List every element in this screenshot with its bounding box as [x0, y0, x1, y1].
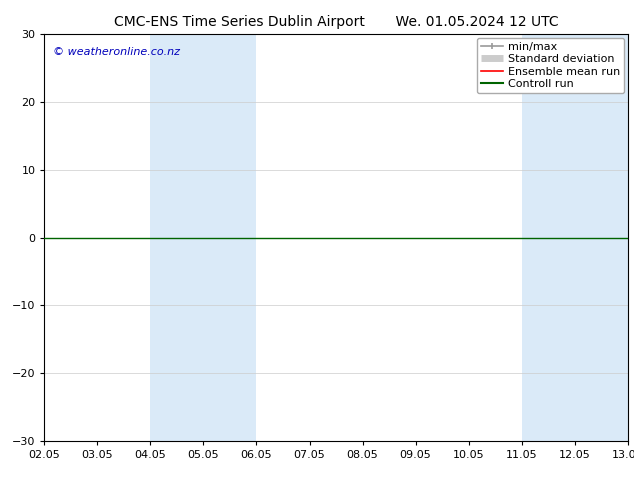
Title: CMC-ENS Time Series Dublin Airport       We. 01.05.2024 12 UTC: CMC-ENS Time Series Dublin Airport We. 0…	[113, 15, 559, 29]
Bar	[150, 34, 257, 441]
Bar	[522, 34, 628, 441]
Legend: min/max, Standard deviation, Ensemble mean run, Controll run: min/max, Standard deviation, Ensemble me…	[477, 38, 624, 93]
Text: © weatheronline.co.nz: © weatheronline.co.nz	[53, 47, 180, 56]
